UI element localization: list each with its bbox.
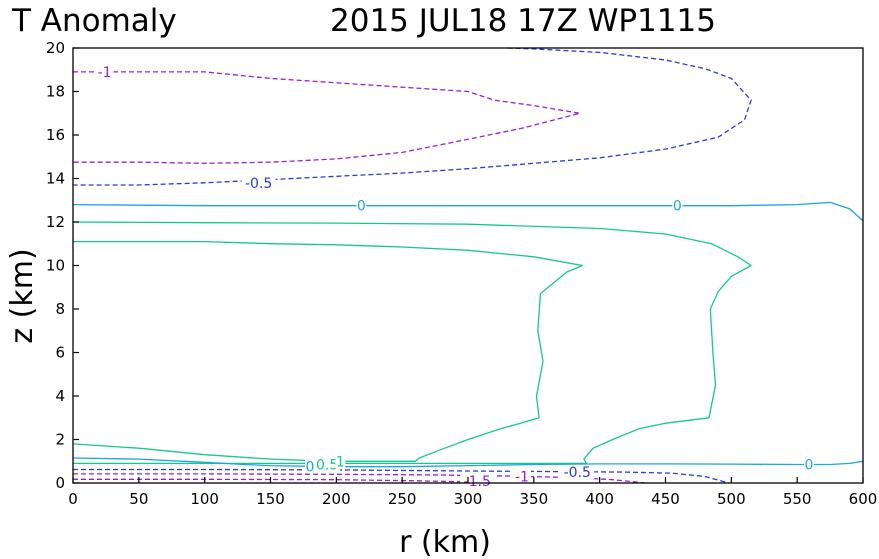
- chart-title-left: T Anomaly: [11, 3, 177, 39]
- x-tick-label: 500: [717, 490, 746, 508]
- y-tick-label: 2: [55, 431, 65, 449]
- y-tick-label: 18: [46, 83, 65, 101]
- x-tick-label: 0: [68, 490, 78, 508]
- y-tick-label: 16: [46, 126, 65, 144]
- contour-label: 0: [673, 199, 682, 215]
- contour-label-bg: [460, 473, 495, 488]
- x-tick-label: 450: [651, 490, 680, 508]
- x-tick-label: 600: [849, 490, 878, 508]
- contour-label: 0.5: [316, 458, 338, 474]
- contour-label-bg: [305, 459, 315, 474]
- contour-label-bg: [804, 457, 815, 472]
- y-tick-label: 0: [55, 474, 65, 492]
- contour-line--0_5: [73, 468, 729, 484]
- contour-label: 0: [306, 459, 315, 475]
- y-tick-label: 20: [46, 39, 65, 57]
- contour-label: -0.5: [564, 465, 591, 481]
- contour-label-bg: [241, 175, 276, 190]
- contour-label-bg: [314, 457, 341, 472]
- x-tick-label: 300: [454, 490, 483, 508]
- contour-label-bg: [335, 454, 346, 469]
- plot-frame: [72, 47, 864, 484]
- x-tick-label: 350: [520, 490, 549, 508]
- x-tick-label: 50: [129, 490, 148, 508]
- x-axis: 0 50 100 150 200 250 300 350 400 450 500 550 600: [68, 477, 877, 508]
- contour-label-bg: [512, 469, 531, 484]
- contour-label-bg: [672, 198, 683, 213]
- y-tick-label: 6: [55, 344, 65, 362]
- contour-label: -1: [515, 469, 529, 485]
- y-tick-label: 10: [46, 257, 65, 275]
- x-tick-label: 200: [322, 490, 351, 508]
- contour-label-layer: -1-0.50 000 0.51-0.5-1-1.5: [95, 64, 815, 490]
- contour-line-0: [72, 457, 864, 468]
- y-axis-title: z (km): [5, 248, 40, 343]
- x-tick-label: 100: [190, 490, 219, 508]
- contour-label: 0: [805, 458, 814, 474]
- contour-label: 0: [357, 199, 366, 215]
- x-axis-title: r (km): [399, 525, 491, 559]
- x-tick-label: 150: [256, 490, 285, 508]
- contour-line--1: [73, 71, 581, 164]
- x-tick-label: 550: [783, 490, 812, 508]
- y-tick-label: 4: [55, 387, 65, 405]
- contour-label-bg: [356, 198, 367, 213]
- chart-title-right: 2015 JUL18 17Z WP1115: [330, 3, 716, 39]
- contour-line--1: [73, 473, 646, 484]
- contour-label: -0.5: [245, 176, 272, 192]
- contour-label-bg: [95, 64, 114, 79]
- contour-label: 1: [336, 454, 345, 470]
- y-tick-label: 14: [46, 170, 65, 188]
- contour-label: -1.5: [464, 474, 491, 490]
- contour-layer: [72, 47, 864, 484]
- y-tick-label: 8: [55, 300, 65, 318]
- y-tick-label: 12: [46, 213, 65, 231]
- contour-label-bg: [560, 465, 595, 480]
- x-tick-label: 250: [388, 490, 417, 508]
- contour-line-0_5: [72, 221, 752, 465]
- contour-line--0_5: [73, 47, 752, 186]
- x-tick-label: 400: [585, 490, 614, 508]
- y-axis: 0 2 4 6 8 10 12 14 16 18 20: [46, 39, 79, 492]
- contour-line-0: [72, 201, 864, 222]
- contour-line-1: [72, 240, 584, 462]
- contour-label: -1: [98, 65, 112, 81]
